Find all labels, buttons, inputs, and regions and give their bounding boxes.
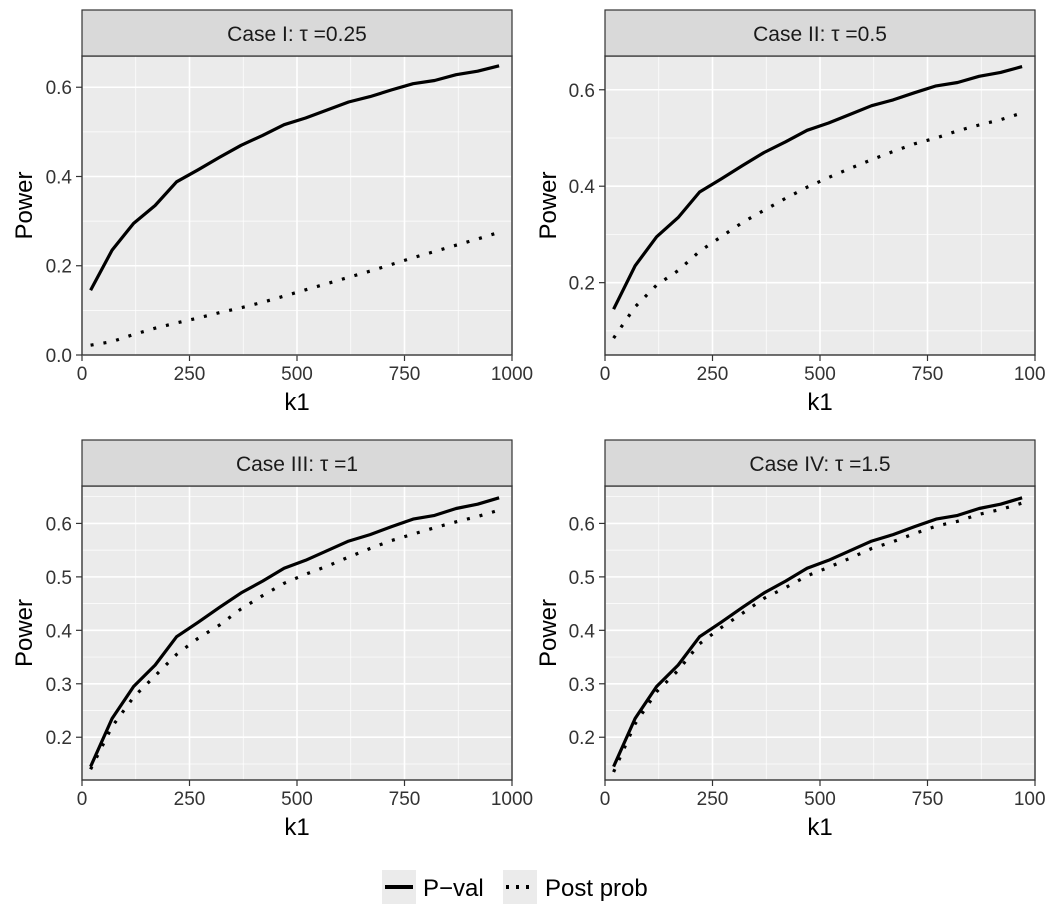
x-tick-label: 750 (912, 364, 944, 385)
legend: P−val Post prob (382, 870, 648, 904)
y-tick-label: 0.6 (46, 78, 72, 99)
x-tick-label: 1000 (1014, 364, 1046, 385)
x-axis-title: k1 (284, 389, 309, 416)
x-tick-label: 0 (600, 789, 611, 810)
x-tick-label: 750 (389, 364, 421, 385)
x-tick-label: 1000 (491, 789, 533, 810)
x-axis-title: k1 (807, 389, 832, 416)
series-line-postprob (612, 111, 1023, 340)
y-tick-label: 0.5 (569, 568, 595, 589)
x-tick-label: 500 (804, 789, 836, 810)
panel-title: Case IV: τ =1.5 (749, 453, 890, 476)
y-tick-label: 0.3 (569, 675, 595, 696)
y-tick-label: 0.2 (46, 728, 72, 749)
x-tick-label: 750 (389, 789, 421, 810)
y-tick-label: 0.6 (569, 514, 595, 535)
x-tick-label: 250 (697, 364, 729, 385)
legend-label-pval: P−val (423, 875, 484, 902)
y-tick-label: 0.4 (46, 621, 73, 642)
panel-2: 0 250 500 750 1000 0.2 0.4 0.6 Case II: τ =0.5 k1… (535, 9, 1046, 416)
panel-title: Case II: τ =0.5 (753, 23, 887, 46)
x-tick-label: 1000 (1014, 789, 1046, 810)
x-tick-label: 1000 (491, 364, 533, 385)
series-line-pval (612, 65, 1023, 310)
x-tick-label: 0 (77, 789, 88, 810)
x-tick-label: 500 (804, 364, 836, 385)
x-tick-label: 250 (174, 364, 206, 385)
x-tick-label: 500 (281, 789, 313, 810)
y-tick-label: 0.2 (46, 257, 72, 278)
y-tick-label: 0.0 (46, 346, 72, 367)
x-tick-label: 750 (912, 789, 944, 810)
series-line-postprob (90, 230, 500, 347)
panel-4: 0 250 500 750 1000 0.2 0.3 0.4 0.5 0.6 Case IV: τ … (535, 439, 1046, 841)
x-tick-label: 250 (174, 789, 206, 810)
series-line-pval (89, 496, 500, 768)
panel-strip (604, 439, 1036, 487)
y-axis-title: Power (11, 599, 38, 667)
panel-title: Case III: τ =1 (236, 453, 358, 476)
panel-3: 0 250 500 750 1000 0.2 0.3 0.4 0.5 0.6 Case III: τ… (11, 439, 533, 841)
y-axis-title: Power (535, 599, 562, 667)
y-axis-title: Power (535, 171, 562, 239)
y-tick-label: 0.6 (569, 81, 595, 102)
panel-strip (81, 439, 513, 487)
y-tick-label: 0.3 (46, 675, 72, 696)
x-tick-label: 250 (697, 789, 729, 810)
series-line-postprob (89, 508, 500, 771)
y-tick-label: 0.4 (569, 177, 596, 198)
y-tick-label: 0.6 (46, 514, 72, 535)
panel-strip (81, 9, 513, 57)
panel-1: 0 250 500 750 1000 0.0 0.2 0.4 0.6 Case I: τ =0.2… (11, 9, 533, 416)
x-axis-title: k1 (807, 814, 832, 841)
panel-title: Case I: τ =0.25 (227, 23, 367, 46)
x-tick-label: 0 (77, 364, 88, 385)
y-tick-label: 0.4 (46, 167, 73, 188)
y-axis-title: Power (11, 171, 38, 239)
x-tick-label: 0 (600, 364, 611, 385)
y-tick-label: 0.4 (569, 621, 596, 642)
x-axis-title: k1 (284, 814, 309, 841)
series-line-pval (612, 496, 1023, 768)
y-tick-label: 0.2 (569, 728, 595, 749)
panel-strip (604, 9, 1036, 57)
y-tick-label: 0.5 (46, 568, 72, 589)
x-tick-label: 500 (281, 364, 313, 385)
series-line-pval (89, 64, 500, 292)
legend-label-postprob: Post prob (545, 875, 648, 902)
y-tick-label: 0.2 (569, 274, 595, 295)
